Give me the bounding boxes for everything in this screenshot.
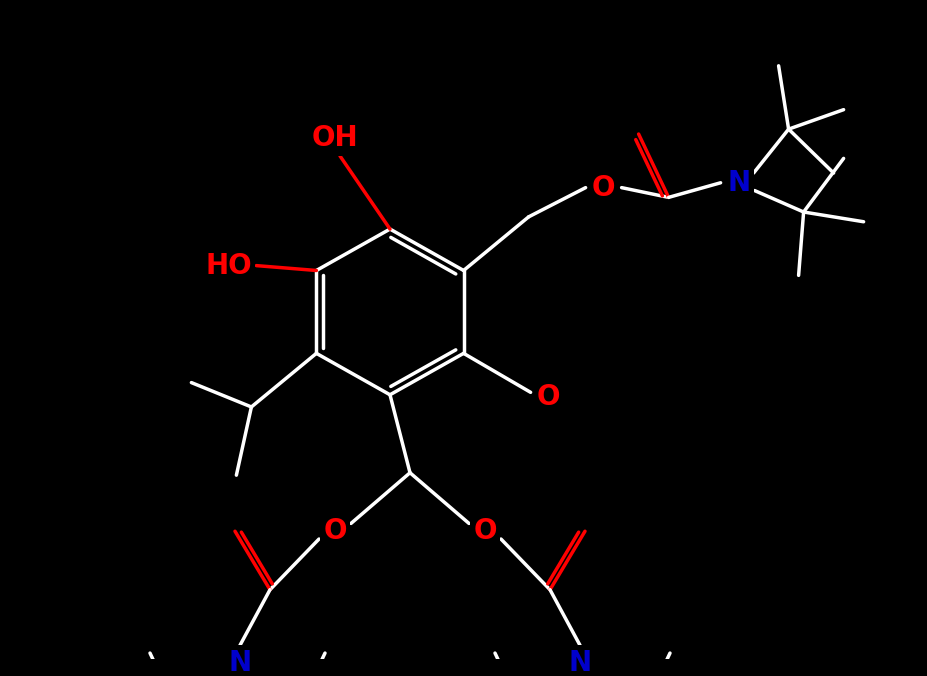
Text: O: O xyxy=(591,174,615,201)
Text: O: O xyxy=(537,383,560,411)
Text: HO: HO xyxy=(205,251,251,280)
Text: N: N xyxy=(228,649,251,676)
Text: N: N xyxy=(726,169,749,197)
Text: O: O xyxy=(473,517,496,546)
Text: O: O xyxy=(323,517,347,546)
Text: N: N xyxy=(568,649,590,676)
Text: OH: OH xyxy=(311,124,358,152)
